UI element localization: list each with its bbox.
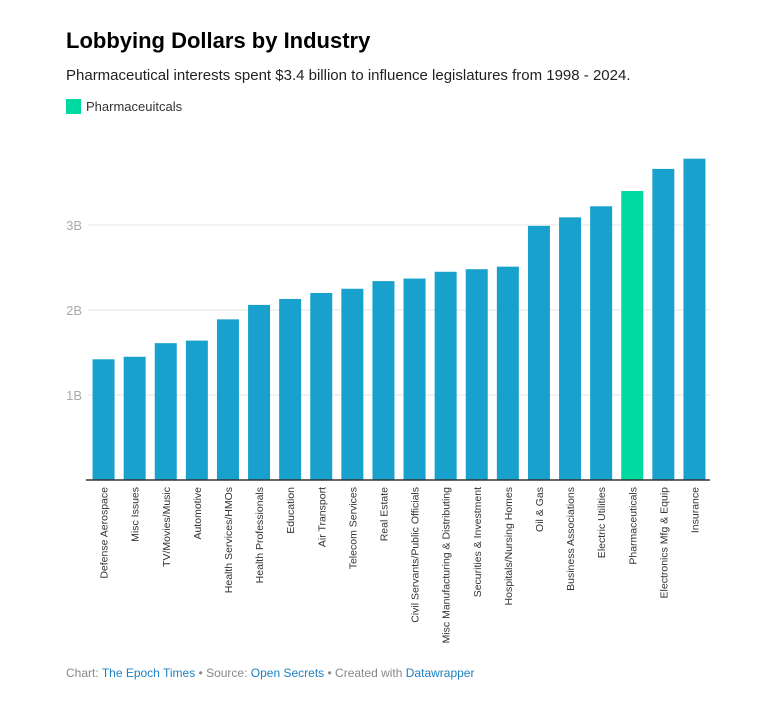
x-tick-label: Automotive [192, 487, 204, 540]
x-tick-label: Real Estate [378, 487, 390, 541]
chart-by-link[interactable]: The Epoch Times [101, 666, 196, 680]
x-tick-label: Telecom Services [347, 487, 359, 569]
bar [279, 298, 302, 480]
x-tick-label: Pharmaceuticals [627, 487, 639, 565]
footer-source-prefix: Source: [206, 666, 248, 680]
y-tick-label: 1B [66, 388, 82, 403]
x-tick-label: Civil Servants/Public Officials [410, 487, 422, 623]
bar [310, 293, 333, 480]
x-tick-label: Health Services/HMOs [223, 487, 235, 593]
x-tick-label: Education [285, 487, 297, 534]
footer-separator: • [327, 666, 332, 680]
datawrapper-link[interactable]: Datawrapper [405, 666, 475, 680]
bar [527, 225, 550, 480]
bar [621, 191, 644, 480]
bar-chart: 1B 2B 3B Defense Aerospace Misc Issues TV/Mov… [66, 158, 710, 644]
x-tick-label: Securities & Investment [472, 487, 484, 597]
bar [496, 266, 519, 480]
bar [248, 304, 271, 480]
footer-chart-prefix: Chart: [66, 666, 99, 680]
x-tick-label: Hospitals/Nursing Homes [503, 487, 515, 605]
footer-created-prefix: Created with [335, 666, 403, 680]
bar [403, 278, 426, 480]
x-tick-label: Electric Utilities [596, 487, 608, 558]
y-tick-label: 2B [66, 303, 82, 318]
x-tick-label: Oil & Gas [534, 487, 546, 532]
chart-title: Lobbying Dollars by Industry [66, 28, 371, 53]
source-link[interactable]: Open Secrets [250, 666, 325, 680]
footer-separator: • [198, 666, 203, 680]
bar [652, 168, 675, 480]
bar [216, 319, 239, 480]
bar [434, 271, 457, 480]
bar [559, 217, 582, 480]
legend: Pharmaceuitcals [66, 99, 182, 114]
footer: Chart: The Epoch Times • Source: Open Se… [66, 666, 474, 680]
x-tick-label: Misc Issues [130, 487, 142, 542]
bar [683, 158, 706, 480]
bar [372, 281, 395, 480]
x-tick-label: TV/Movies/Music [161, 487, 173, 567]
bar [590, 206, 613, 481]
x-tick-label: Business Associations [565, 487, 577, 591]
bar [154, 343, 177, 480]
bar [185, 340, 208, 480]
chart-subtitle: Pharmaceutical interests spent $3.4 bill… [66, 67, 631, 84]
bar [465, 269, 488, 480]
x-tick-label: Air Transport [316, 487, 328, 547]
x-tick-label: Health Professionals [254, 487, 266, 583]
legend-label: Pharmaceuitcals [86, 99, 183, 114]
x-tick-label: Defense Aerospace [99, 487, 111, 579]
y-tick-label: 3B [66, 218, 82, 233]
x-tick-label: Misc Manufacturing & Distributing [441, 487, 453, 644]
bar [341, 288, 364, 480]
x-tick-label: Insurance [689, 487, 701, 533]
legend-swatch [66, 99, 81, 114]
bar [92, 359, 115, 480]
x-tick-label: Electronics Mfg & Equip [658, 487, 670, 599]
bar [123, 356, 146, 480]
